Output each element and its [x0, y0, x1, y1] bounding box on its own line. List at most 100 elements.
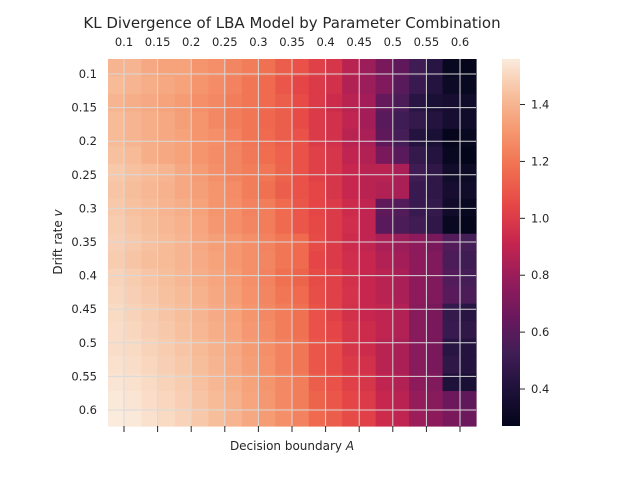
heatmap-cell [375, 181, 393, 200]
heatmap-cell [208, 251, 226, 270]
heatmap-cell [342, 391, 360, 410]
heatmap-cell [342, 76, 360, 95]
heatmap-cell [141, 59, 159, 78]
heatmap-cell [325, 233, 343, 252]
heatmap-cell [225, 408, 243, 427]
heatmap-cell [308, 93, 327, 113]
heatmap-cell [375, 146, 393, 165]
heatmap-cell [258, 373, 276, 392]
heatmap-cell [208, 356, 226, 375]
heatmap-cell [174, 338, 193, 357]
heatmap-cell [141, 216, 159, 235]
x-tick-label: 0.5 [384, 35, 402, 49]
heatmap-cell [459, 408, 477, 427]
heatmap-cell [124, 163, 143, 182]
heatmap-cell [442, 146, 460, 165]
heatmap-cell [409, 198, 427, 217]
heatmap-cell [124, 111, 143, 130]
heatmap-cell [141, 286, 159, 305]
heatmap-cell [425, 268, 444, 287]
heatmap-cell [225, 251, 243, 270]
heatmap-cell [442, 181, 460, 200]
heatmap-cell [375, 303, 393, 322]
heatmap-cell [108, 251, 126, 270]
heatmap-cell [292, 233, 310, 252]
y-tick-label: 0.1 [79, 67, 97, 81]
heatmap-cell [409, 303, 427, 322]
heatmap-cell [158, 146, 176, 165]
heatmap-cell [158, 163, 176, 182]
heatmap-cell [409, 251, 427, 270]
heatmap-cell [191, 408, 209, 427]
heatmap-cell [342, 321, 360, 340]
heatmap-cell [325, 408, 343, 427]
heatmap-cell [392, 128, 410, 147]
heatmap-cell [308, 198, 327, 217]
heatmap-cell [342, 128, 360, 147]
heatmap-cell [275, 128, 293, 147]
heatmap-cell [208, 93, 226, 113]
heatmap-cell [108, 356, 126, 375]
y-tick-label: 0.55 [71, 369, 97, 383]
heatmap-cell [108, 303, 126, 322]
heatmap-cell [375, 59, 393, 78]
heatmap-cell [241, 286, 260, 305]
y-tick-label: 0.6 [79, 403, 97, 417]
heatmap-cell [409, 233, 427, 252]
heatmap-cell [225, 76, 243, 95]
heatmap-cell [174, 391, 193, 410]
heatmap-cell [425, 338, 444, 357]
heatmap-cell [124, 321, 143, 340]
heatmap-cell [141, 163, 159, 182]
heatmap-cell [409, 391, 427, 410]
heatmap-cell [292, 93, 310, 113]
heatmap-cell [174, 93, 193, 113]
heatmap-cell [358, 163, 377, 182]
heatmap-cell [208, 286, 226, 305]
heatmap-cell [425, 163, 444, 182]
heatmap-cell [292, 59, 310, 78]
heatmap-cell [225, 321, 243, 340]
heatmap-cell [258, 391, 276, 410]
x-tick-label: 0.55 [414, 35, 440, 49]
heatmap-cell [241, 59, 260, 78]
heatmap-cell [308, 233, 327, 252]
x-axis-label-symbol: A [345, 439, 354, 453]
heatmap-cell [275, 111, 293, 130]
heatmap-cell [375, 373, 393, 392]
heatmap-cell [358, 321, 377, 340]
heatmap-cell [292, 128, 310, 147]
heatmap-cell [392, 338, 410, 357]
heatmap-cell [191, 373, 209, 392]
heatmap-cell [225, 59, 243, 78]
heatmap-cell [141, 391, 159, 410]
heatmap-cell [358, 408, 377, 427]
heatmap-cell [225, 146, 243, 165]
heatmap-cell [141, 356, 159, 375]
heatmap-cell [459, 391, 477, 410]
heatmap-cell [292, 408, 310, 427]
heatmap-cell [191, 111, 209, 130]
heatmap-cell [191, 198, 209, 217]
heatmap-cell [308, 59, 327, 78]
heatmap-cell [392, 391, 410, 410]
heatmap-cell [459, 356, 477, 375]
heatmap-cell [358, 338, 377, 357]
heatmap-cell [275, 321, 293, 340]
heatmap-cell [442, 338, 460, 357]
heatmap-cell [325, 128, 343, 147]
x-tick-label: 0.35 [279, 35, 305, 49]
heatmap-cell [108, 268, 126, 287]
y-tick-label: 0.35 [71, 235, 97, 249]
heatmap-cell [191, 233, 209, 252]
heatmap-cell [208, 303, 226, 322]
heatmap-cell [275, 233, 293, 252]
heatmap-cell [375, 163, 393, 182]
heatmap-cell [191, 93, 209, 113]
heatmap-cell [108, 59, 126, 78]
heatmap-cell [225, 268, 243, 287]
heatmap-cell [308, 268, 327, 287]
heatmap-cell [392, 146, 410, 165]
heatmap-cell [409, 146, 427, 165]
heatmap-cell [392, 181, 410, 200]
